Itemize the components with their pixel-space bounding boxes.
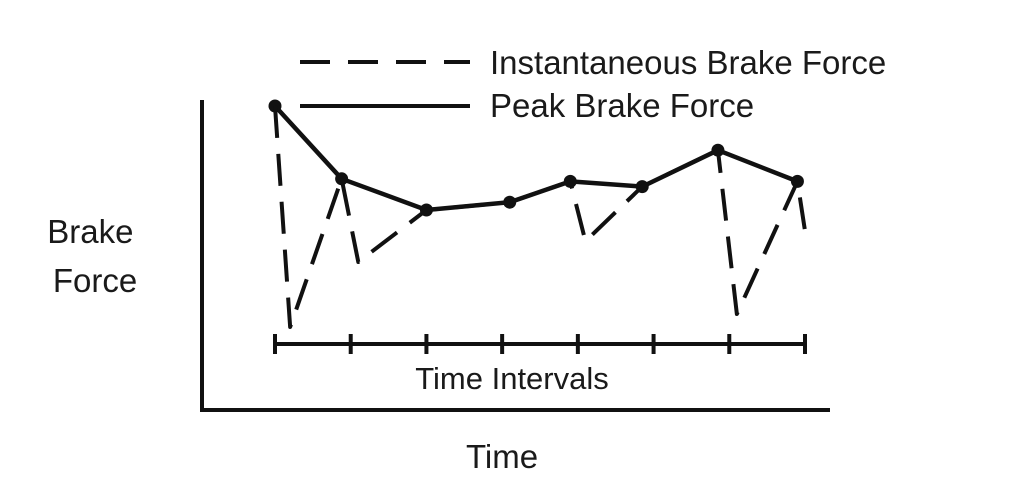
time-interval-scale [273, 334, 807, 354]
y-axis-label: Brake Force [47, 213, 142, 299]
y-axis-label-line-2: Force [53, 262, 137, 299]
x-axis-label: Time [466, 438, 538, 475]
legend-label-peak: Peak Brake Force [490, 87, 754, 124]
point-peak-brake-force-2 [335, 172, 349, 186]
legend-label-instantaneous: Instantaneous Brake Force [490, 44, 886, 81]
y-axis-label-line-1: Brake [47, 213, 133, 250]
legend-entry-instantaneous: Instantaneous Brake Force [300, 44, 886, 81]
time-intervals-label: Time Intervals [415, 361, 609, 396]
axes [200, 100, 830, 412]
legend-entry-peak: Peak Brake Force [300, 87, 754, 124]
legend: Instantaneous Brake Force Peak Brake For… [300, 44, 886, 124]
series-line-instantaneous-brake-force [273, 105, 807, 329]
series-line-peak-brake-force [273, 104, 799, 213]
series-layer [268, 99, 807, 329]
